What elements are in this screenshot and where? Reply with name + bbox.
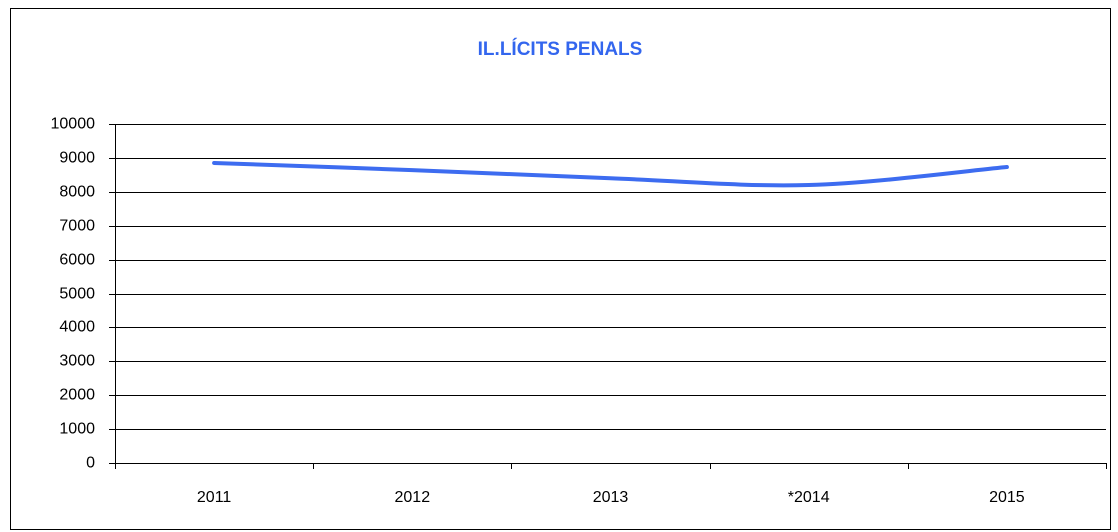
y-tick-label: 1000 (59, 421, 95, 438)
x-tick-label: 2015 (989, 489, 1025, 506)
y-tick-label: 6000 (59, 252, 95, 269)
x-tick-label: 2012 (395, 489, 431, 506)
y-tick-label: 7000 (59, 218, 95, 235)
x-tick-label: 2011 (197, 489, 232, 506)
x-tick-label: *2014 (788, 489, 830, 506)
y-tick-label: 4000 (59, 319, 95, 336)
x-tick-label: 2013 (593, 489, 629, 506)
y-tick-label: 3000 (59, 353, 95, 370)
chart-border (10, 8, 1111, 530)
chart-title: IL.LÍCITS PENALS (478, 38, 643, 60)
data-line (212, 160, 1009, 188)
y-tick-label: 8000 (59, 184, 95, 201)
y-tick-label: 5000 (59, 286, 95, 303)
y-tick-label: 0 (86, 455, 95, 472)
y-tick-label: 9000 (59, 150, 95, 167)
y-tick-label: 2000 (59, 387, 95, 404)
y-tick-label: 10000 (51, 116, 96, 133)
